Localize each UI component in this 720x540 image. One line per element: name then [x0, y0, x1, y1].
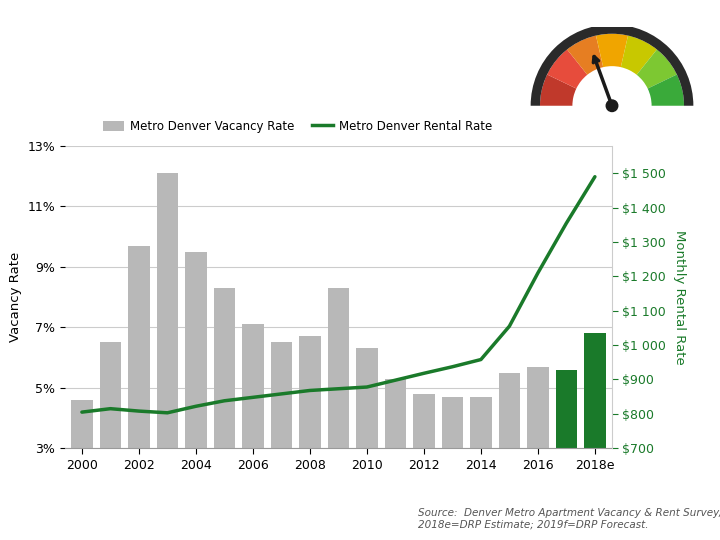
Circle shape [594, 88, 630, 124]
Text: Source:  Denver Metro Apartment Vacancy & Rent Survey,
2018e=DRP Estimate; 2019f: Source: Denver Metro Apartment Vacancy &… [418, 508, 720, 529]
Wedge shape [540, 75, 576, 106]
Wedge shape [648, 75, 684, 106]
Bar [157, 173, 178, 539]
Bar [413, 394, 435, 539]
Bar [384, 379, 406, 539]
Bar [214, 288, 235, 539]
Bar [300, 336, 320, 539]
Wedge shape [621, 36, 657, 75]
Bar [527, 367, 549, 539]
Bar [71, 400, 93, 539]
Bar [556, 369, 577, 539]
Bar [584, 333, 606, 539]
Bar [328, 288, 349, 539]
Legend: Metro Denver Vacancy Rate, Metro Denver Rental Rate: Metro Denver Vacancy Rate, Metro Denver … [98, 116, 497, 138]
Bar [185, 252, 207, 539]
Bar [499, 373, 520, 539]
Bar [128, 246, 150, 539]
Bar [242, 324, 264, 539]
Wedge shape [567, 36, 603, 75]
Y-axis label: Monthly Rental Rate: Monthly Rental Rate [672, 230, 685, 364]
Bar [271, 342, 292, 539]
Bar [356, 348, 377, 539]
Bar [470, 397, 492, 539]
Wedge shape [596, 34, 628, 67]
Wedge shape [531, 24, 693, 106]
Bar [441, 397, 463, 539]
Circle shape [606, 100, 618, 111]
Bar [99, 342, 121, 539]
Y-axis label: Vacancy Rate: Vacancy Rate [9, 252, 22, 342]
Wedge shape [547, 50, 588, 89]
Circle shape [597, 91, 627, 121]
Wedge shape [636, 50, 677, 89]
Text: Apartment Vacancy and Rental
Rates Rising at Moderate Pace: Apartment Vacancy and Rental Rates Risin… [22, 37, 507, 98]
